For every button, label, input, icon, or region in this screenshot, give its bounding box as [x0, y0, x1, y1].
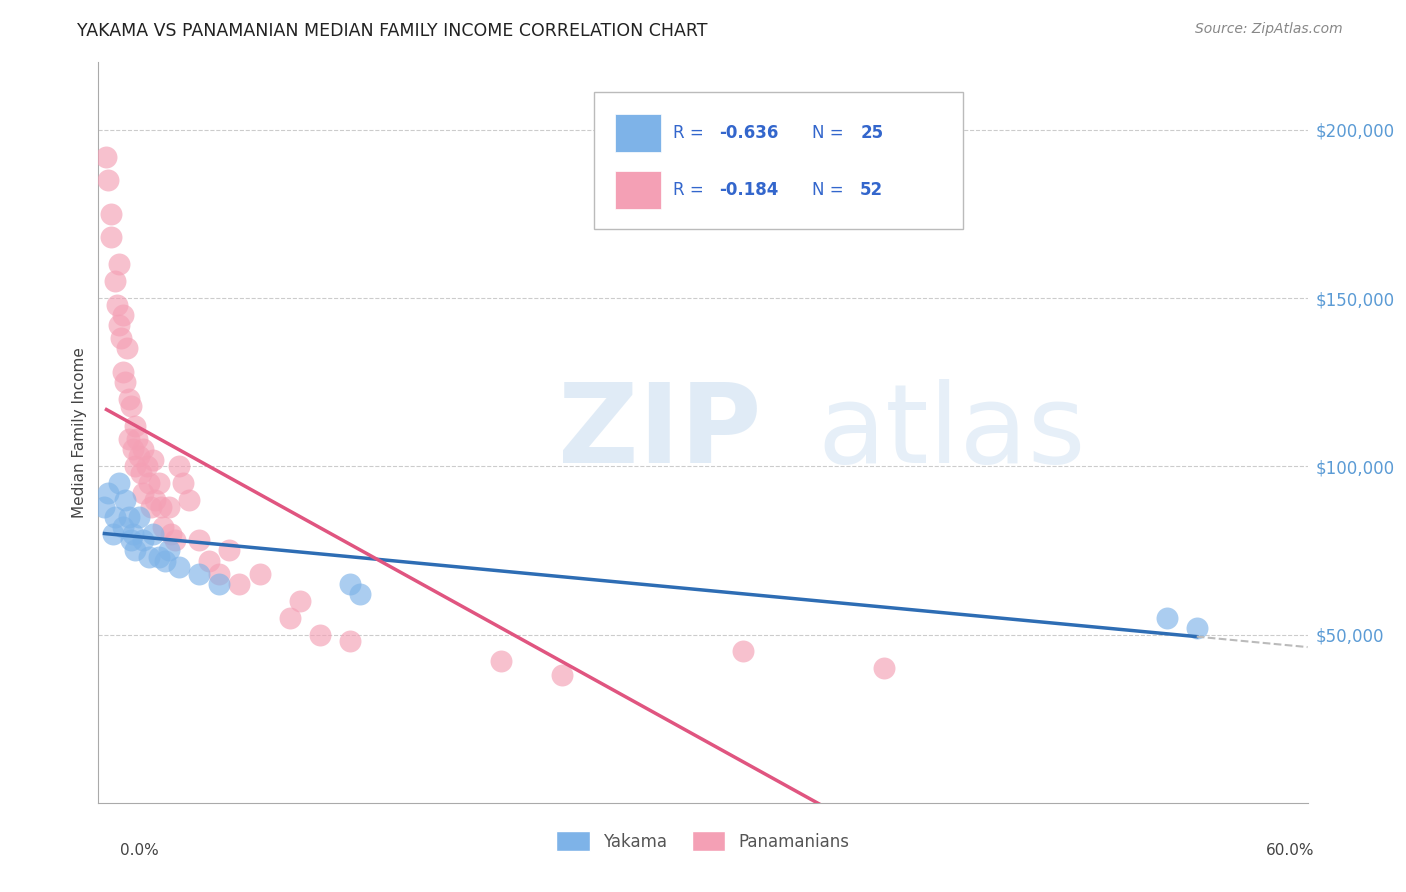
Bar — [614, 170, 661, 209]
Text: YAKAMA VS PANAMANIAN MEDIAN FAMILY INCOME CORRELATION CHART: YAKAMA VS PANAMANIAN MEDIAN FAMILY INCOM… — [77, 22, 707, 40]
Point — [551, 668, 574, 682]
Point — [115, 342, 138, 356]
Point — [139, 500, 162, 514]
Point — [105, 298, 128, 312]
Point — [1185, 621, 1208, 635]
Point — [114, 375, 136, 389]
Point — [111, 365, 134, 379]
Point — [157, 500, 180, 514]
FancyBboxPatch shape — [595, 92, 963, 229]
Point — [148, 476, 170, 491]
Point — [172, 476, 194, 491]
Point — [124, 543, 146, 558]
Point — [103, 274, 125, 288]
Point — [128, 509, 150, 524]
Point — [278, 610, 301, 624]
Point — [128, 449, 150, 463]
Point — [101, 526, 124, 541]
Point — [114, 492, 136, 507]
Point — [198, 553, 221, 567]
Point — [125, 433, 148, 447]
Point — [118, 433, 141, 447]
Point — [120, 399, 142, 413]
Point — [132, 442, 155, 457]
Text: R =: R = — [672, 124, 709, 142]
Point — [208, 566, 231, 581]
Point — [167, 459, 190, 474]
Point — [121, 442, 143, 457]
Point — [733, 644, 755, 658]
Point — [111, 308, 134, 322]
Point — [339, 577, 361, 591]
Point — [167, 560, 190, 574]
Point — [121, 526, 143, 541]
Point — [118, 392, 141, 406]
Point — [132, 533, 155, 548]
Point — [188, 533, 211, 548]
Point — [288, 594, 311, 608]
Text: 0.0%: 0.0% — [120, 843, 159, 858]
Text: Source: ZipAtlas.com: Source: ZipAtlas.com — [1195, 22, 1343, 37]
Point — [93, 500, 115, 514]
Text: 25: 25 — [860, 124, 883, 142]
Bar — [614, 113, 661, 152]
Point — [218, 543, 240, 558]
Point — [97, 173, 120, 187]
Point — [138, 550, 160, 565]
Point — [228, 577, 250, 591]
Point — [107, 257, 129, 271]
Point — [142, 526, 165, 541]
Point — [160, 526, 183, 541]
Point — [132, 486, 155, 500]
Point — [149, 500, 172, 514]
Text: 52: 52 — [860, 181, 883, 199]
Point — [873, 661, 896, 675]
Point — [103, 509, 125, 524]
Point — [309, 627, 332, 641]
Point — [97, 486, 120, 500]
Point — [179, 492, 201, 507]
Point — [118, 509, 141, 524]
Point — [135, 459, 157, 474]
Point — [138, 476, 160, 491]
Text: -0.184: -0.184 — [718, 181, 778, 199]
Point — [152, 520, 174, 534]
Text: N =: N = — [811, 124, 849, 142]
Point — [153, 553, 176, 567]
Point — [129, 466, 152, 480]
Point — [208, 577, 231, 591]
Point — [163, 533, 186, 548]
Point — [124, 459, 146, 474]
Legend: Yakama, Panamanians: Yakama, Panamanians — [550, 825, 856, 857]
Point — [491, 655, 513, 669]
Text: -0.636: -0.636 — [718, 124, 778, 142]
Point — [249, 566, 271, 581]
Point — [339, 634, 361, 648]
Point — [157, 543, 180, 558]
Point — [124, 418, 146, 433]
Point — [110, 331, 132, 345]
Point — [107, 476, 129, 491]
Point — [188, 566, 211, 581]
Y-axis label: Median Family Income: Median Family Income — [72, 347, 87, 518]
Text: N =: N = — [811, 181, 849, 199]
Text: R =: R = — [672, 181, 709, 199]
Text: atlas: atlas — [818, 379, 1087, 486]
Text: 60.0%: 60.0% — [1267, 843, 1315, 858]
Point — [120, 533, 142, 548]
Point — [143, 492, 166, 507]
Point — [142, 452, 165, 467]
Text: ZIP: ZIP — [558, 379, 761, 486]
Point — [148, 550, 170, 565]
Point — [1156, 610, 1178, 624]
Point — [107, 318, 129, 332]
Point — [100, 230, 122, 244]
Point — [96, 150, 118, 164]
Point — [111, 520, 134, 534]
Point — [349, 587, 371, 601]
Point — [100, 207, 122, 221]
